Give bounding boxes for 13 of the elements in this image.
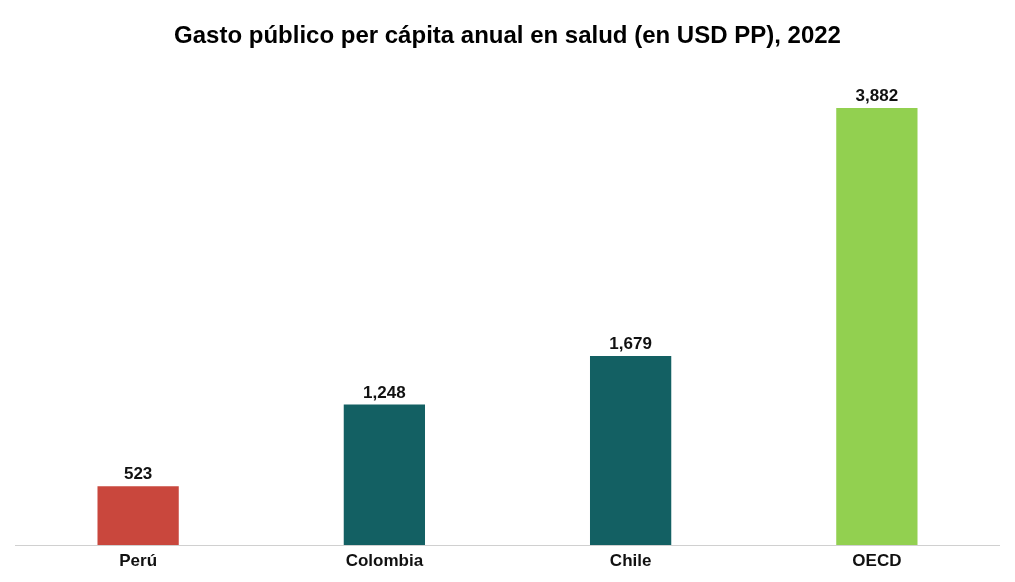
bar — [836, 108, 918, 545]
x-tick-label: Colombia — [345, 551, 424, 571]
data-label: 3,882 — [855, 86, 899, 105]
data-label: 1,248 — [363, 382, 406, 402]
x-tick-label: Chile — [609, 551, 652, 571]
data-label: 523 — [123, 464, 153, 484]
bar — [589, 355, 672, 545]
chart-title: Gasto público per cápita anual en salud (en USD PP), 2022 — [174, 20, 841, 48]
x-tick-label: OECD — [852, 551, 902, 571]
x-tick-label: Perú — [119, 551, 158, 571]
bar — [343, 404, 426, 545]
bar — [97, 486, 179, 545]
data-label: 1,679 — [609, 333, 652, 353]
